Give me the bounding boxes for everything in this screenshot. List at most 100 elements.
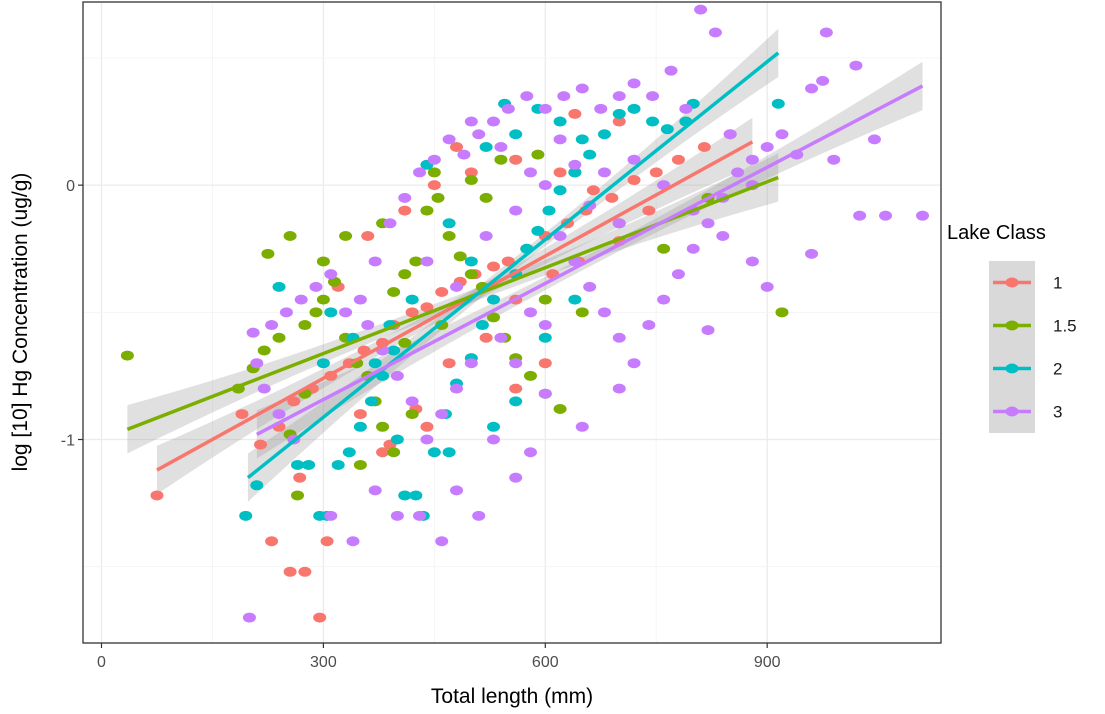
point-lake-class-3 — [450, 383, 464, 394]
point-lake-class-2 — [509, 396, 523, 407]
point-lake-class-3 — [701, 325, 715, 336]
point-lake-class-3 — [457, 149, 471, 160]
point-lake-class-2 — [475, 320, 489, 331]
point-lake-class-1.5 — [427, 167, 441, 178]
point-lake-class-1 — [538, 358, 552, 369]
point-lake-class-3 — [339, 307, 353, 318]
legend-point-1.5 — [1005, 320, 1019, 331]
point-lake-class-1 — [586, 185, 600, 196]
point-lake-class-3 — [694, 4, 708, 15]
point-lake-class-3 — [686, 243, 700, 254]
point-lake-class-3 — [612, 383, 626, 394]
point-lake-class-1 — [287, 396, 301, 407]
point-lake-class-2 — [442, 218, 456, 229]
point-lake-class-3 — [390, 510, 404, 521]
point-lake-class-1.5 — [420, 205, 434, 216]
legend-label-2: 2 — [1053, 360, 1062, 379]
point-lake-class-2 — [553, 185, 567, 196]
point-lake-class-3 — [612, 91, 626, 102]
point-lake-class-1.5 — [405, 409, 419, 420]
y-axis-ticks: 0 -1 — [61, 178, 83, 450]
legend-key-background — [989, 261, 1035, 433]
point-lake-class-3 — [538, 103, 552, 114]
point-lake-class-1 — [671, 154, 685, 165]
point-lake-class-2 — [583, 149, 597, 160]
point-lake-class-1.5 — [575, 307, 589, 318]
x-axis-ticks: 0 300 600 900 — [97, 643, 781, 671]
point-lake-class-2 — [612, 108, 626, 119]
point-lake-class-3 — [405, 396, 419, 407]
point-lake-class-3 — [916, 210, 930, 221]
point-lake-class-1.5 — [409, 256, 423, 267]
point-lake-class-3 — [368, 485, 382, 496]
point-lake-class-1 — [420, 302, 434, 313]
point-lake-class-3 — [420, 256, 434, 267]
point-lake-class-3 — [805, 248, 819, 259]
point-lake-class-3 — [450, 281, 464, 292]
point-lake-class-3 — [509, 358, 523, 369]
point-lake-class-3 — [867, 134, 881, 145]
point-lake-class-1.5 — [487, 312, 501, 323]
point-lake-class-3 — [597, 167, 611, 178]
point-lake-class-2 — [409, 490, 423, 501]
x-tick-label: 900 — [754, 654, 781, 671]
plot-panel — [83, 2, 941, 643]
legend-point-2 — [1005, 363, 1019, 374]
point-lake-class-2 — [302, 459, 316, 470]
point-lake-class-3 — [435, 536, 449, 547]
point-lake-class-3 — [716, 231, 730, 242]
point-lake-class-1.5 — [464, 269, 478, 280]
point-lake-class-1 — [353, 409, 367, 420]
point-lake-class-2 — [575, 134, 589, 145]
point-lake-class-2 — [646, 116, 660, 127]
point-lake-class-1 — [553, 167, 567, 178]
point-lake-class-3 — [671, 269, 685, 280]
point-lake-class-3 — [501, 103, 515, 114]
point-lake-class-1 — [642, 205, 656, 216]
point-lake-class-3 — [368, 256, 382, 267]
point-lake-class-1.5 — [442, 231, 456, 242]
point-lake-class-3 — [494, 141, 508, 152]
point-lake-class-3 — [494, 332, 508, 343]
point-lake-class-2 — [538, 332, 552, 343]
point-lake-class-1 — [420, 421, 434, 432]
point-lake-class-1 — [509, 383, 523, 394]
point-lake-class-3 — [472, 510, 486, 521]
point-lake-class-1.5 — [538, 294, 552, 305]
point-lake-class-1.5 — [387, 286, 401, 297]
point-lake-class-1 — [697, 141, 711, 152]
point-lake-class-1.5 — [291, 490, 304, 501]
point-lake-class-2 — [364, 396, 378, 407]
point-lake-class-2 — [487, 421, 501, 432]
point-lake-class-3 — [487, 434, 501, 445]
y-tick-label: -1 — [61, 433, 75, 450]
point-lake-class-1.5 — [398, 269, 412, 280]
point-lake-class-1 — [405, 307, 419, 318]
point-lake-class-3 — [464, 358, 478, 369]
point-lake-class-3 — [346, 536, 360, 547]
legend-label-3: 3 — [1053, 403, 1062, 422]
point-lake-class-2 — [771, 98, 785, 109]
point-lake-class-3 — [775, 129, 789, 140]
point-lake-class-3 — [427, 154, 441, 165]
x-tick-label: 600 — [532, 654, 559, 671]
point-lake-class-3 — [627, 78, 641, 89]
point-lake-class-3 — [398, 192, 412, 203]
point-lake-class-2 — [324, 307, 338, 318]
point-lake-class-3 — [745, 256, 759, 267]
point-lake-class-1.5 — [553, 403, 567, 414]
point-lake-class-1.5 — [283, 231, 297, 242]
point-lake-class-2 — [239, 510, 253, 521]
point-lake-class-3 — [568, 159, 582, 170]
point-lake-class-1 — [398, 205, 412, 216]
point-lake-class-1.5 — [376, 421, 390, 432]
legend: Lake Class 1 1.5 2 3 — [947, 222, 1077, 433]
point-lake-class-3 — [731, 167, 745, 178]
point-lake-class-1.5 — [257, 345, 271, 356]
point-lake-class-2 — [405, 294, 419, 305]
point-lake-class-1.5 — [494, 154, 508, 165]
point-lake-class-3 — [279, 307, 293, 318]
point-lake-class-3 — [257, 383, 271, 394]
plot-border — [82, 1, 942, 644]
point-lake-class-1.5 — [431, 192, 445, 203]
